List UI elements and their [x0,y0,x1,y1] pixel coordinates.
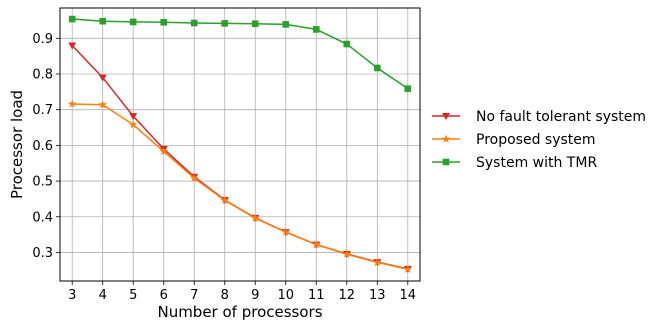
y-axis-label: Processor load [8,90,26,199]
data-point [99,17,107,25]
data-point [281,227,291,236]
data-point [128,120,138,129]
legend: No fault tolerant system Proposed system S… [432,109,646,171]
x-tick-label: 9 [251,288,259,303]
legend-label: No fault tolerant system [476,109,646,125]
y-tick-label: 0.6 [32,139,53,154]
data-point [67,99,77,108]
x-tick-label: 3 [68,288,76,303]
legend-item: No fault tolerant system [432,109,646,125]
x-tick-label: 8 [221,288,229,303]
legend-swatch-marker [442,158,450,166]
x-tick-label: 14 [400,288,417,303]
x-tick-label: 5 [129,288,137,303]
series-line [71,44,408,270]
data-point [68,15,76,23]
data-point [160,18,168,26]
x-axis-ticks: 3 4 5 6 7 8 9 10 11 12 13 14 [68,281,416,303]
x-tick-label: 13 [369,288,386,303]
legend-item: System with TMR [432,155,597,171]
series-layer [67,15,413,273]
data-point [342,249,352,258]
data-point [373,64,381,72]
data-point [68,42,77,50]
x-axis-label: Number of processors [157,303,322,321]
data-point [373,257,382,267]
x-tick-label: 7 [190,288,198,303]
plot-frame [59,7,421,282]
legend-item: Proposed system [432,132,596,148]
data-point [403,264,413,273]
data-point [98,74,107,82]
y-tick-label: 0.4 [32,210,53,225]
y-tick-label: 0.8 [32,68,53,83]
y-tick-label: 0.9 [32,32,53,47]
data-point [311,240,321,249]
series-line [72,18,409,90]
series-2 [68,15,412,92]
data-point [221,20,229,27]
data-point [251,20,259,28]
legend-swatch-marker [441,134,451,143]
x-tick-label: 4 [99,288,107,303]
data-point [190,19,198,27]
grid [60,8,420,281]
data-point [343,40,351,48]
data-point [312,26,320,33]
x-tick-label: 11 [308,288,325,303]
series-1 [67,99,413,273]
data-point [282,21,290,28]
data-point [220,195,230,204]
data-point [129,18,137,26]
x-tick-label: 6 [160,288,168,303]
legend-label: System with TMR [476,155,597,171]
data-point [189,173,199,182]
y-tick-label: 0.3 [32,246,53,261]
x-tick-label: 12 [339,288,356,303]
y-axis-ticks: 0.3 0.4 0.5 0.6 0.7 0.8 0.9 [32,32,60,261]
x-tick-label: 10 [277,288,294,303]
data-point [404,85,412,92]
legend-label: Proposed system [476,132,596,148]
legend-swatch-marker [442,113,450,120]
y-tick-label: 0.5 [32,175,53,190]
series-0 [68,42,412,273]
data-point [250,213,260,222]
data-point [159,146,169,156]
y-tick-label: 0.7 [32,103,53,118]
data-point [129,113,138,121]
data-point [98,100,107,109]
series-line [72,103,408,270]
